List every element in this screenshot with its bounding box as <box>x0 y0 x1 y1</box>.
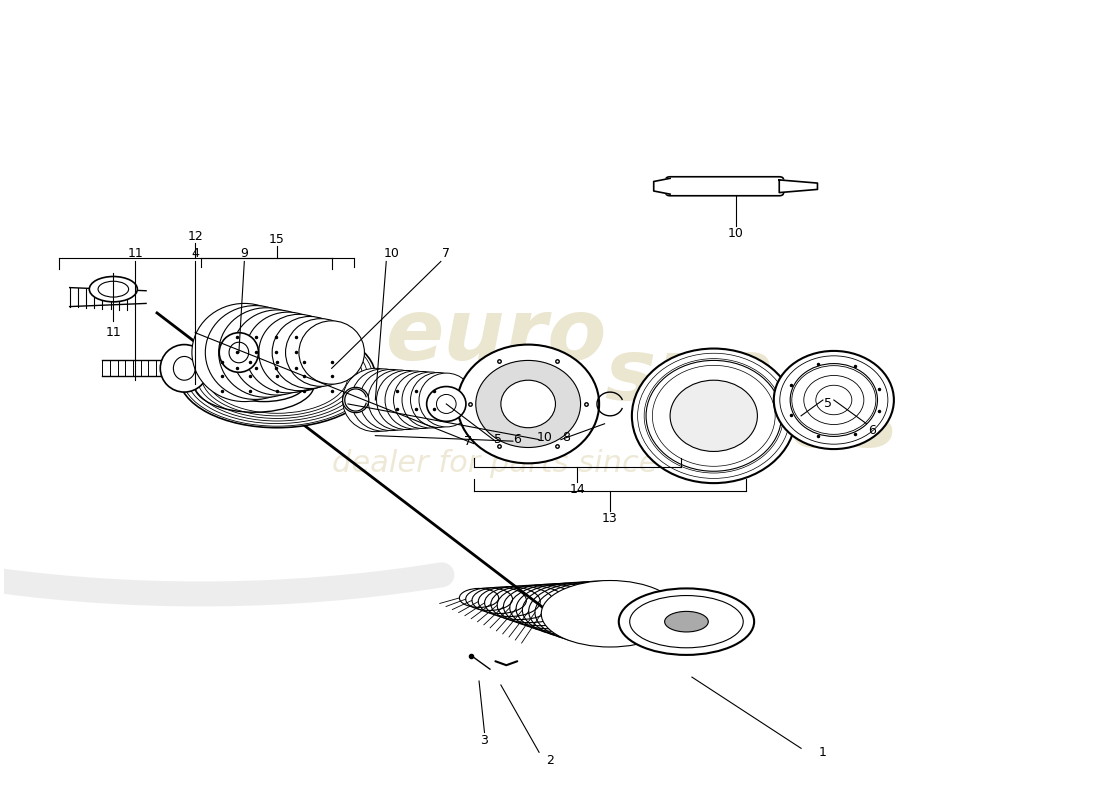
Ellipse shape <box>385 371 444 429</box>
Ellipse shape <box>360 370 422 430</box>
Text: 13: 13 <box>602 512 618 526</box>
Ellipse shape <box>299 321 364 384</box>
Ellipse shape <box>342 387 369 413</box>
Ellipse shape <box>272 317 348 389</box>
Ellipse shape <box>368 370 430 430</box>
Ellipse shape <box>232 310 322 395</box>
Polygon shape <box>779 180 817 193</box>
Text: 1: 1 <box>820 746 827 758</box>
Text: 4: 4 <box>191 247 199 260</box>
Text: 2: 2 <box>546 754 554 766</box>
Ellipse shape <box>460 589 498 607</box>
Text: 11: 11 <box>106 326 121 339</box>
Ellipse shape <box>342 368 408 432</box>
Ellipse shape <box>790 363 878 437</box>
Ellipse shape <box>402 372 459 428</box>
Text: 8: 8 <box>562 430 571 444</box>
Ellipse shape <box>376 370 437 430</box>
Ellipse shape <box>476 361 581 447</box>
Text: spa: spa <box>605 334 775 418</box>
Text: res: res <box>747 382 899 466</box>
Ellipse shape <box>206 306 305 399</box>
Ellipse shape <box>89 277 138 302</box>
Text: 7: 7 <box>442 247 450 260</box>
Text: dealer for parts since 1985: dealer for parts since 1985 <box>332 449 745 478</box>
Ellipse shape <box>394 371 452 429</box>
Ellipse shape <box>419 373 474 427</box>
Ellipse shape <box>646 361 781 471</box>
Text: 5: 5 <box>494 433 502 446</box>
Ellipse shape <box>773 351 894 449</box>
Ellipse shape <box>191 303 297 402</box>
Polygon shape <box>653 178 670 194</box>
Ellipse shape <box>258 314 339 390</box>
Text: 10: 10 <box>384 247 399 260</box>
Ellipse shape <box>500 380 556 428</box>
Ellipse shape <box>202 349 242 388</box>
Ellipse shape <box>664 611 708 632</box>
Text: 12: 12 <box>187 230 204 243</box>
Ellipse shape <box>427 386 466 422</box>
FancyBboxPatch shape <box>666 177 783 196</box>
Ellipse shape <box>219 308 314 398</box>
Ellipse shape <box>619 589 755 655</box>
Ellipse shape <box>410 373 466 427</box>
Ellipse shape <box>286 318 356 386</box>
Ellipse shape <box>179 325 375 428</box>
Ellipse shape <box>458 345 600 463</box>
Text: 9: 9 <box>241 247 249 260</box>
Ellipse shape <box>245 312 331 393</box>
Ellipse shape <box>631 349 795 483</box>
Text: 5: 5 <box>824 398 833 410</box>
Text: 15: 15 <box>270 233 285 246</box>
Text: 10: 10 <box>537 430 552 444</box>
Ellipse shape <box>351 369 416 431</box>
Text: 11: 11 <box>128 247 143 260</box>
Text: 10: 10 <box>727 227 744 240</box>
Ellipse shape <box>161 345 208 392</box>
Text: 3: 3 <box>481 734 488 747</box>
Text: 7: 7 <box>464 434 472 448</box>
Ellipse shape <box>670 380 758 451</box>
Text: euro: euro <box>386 295 607 378</box>
Text: 6: 6 <box>514 433 521 446</box>
Ellipse shape <box>219 333 258 372</box>
Text: 6: 6 <box>868 423 876 437</box>
Text: 14: 14 <box>570 483 585 496</box>
Ellipse shape <box>541 581 679 647</box>
